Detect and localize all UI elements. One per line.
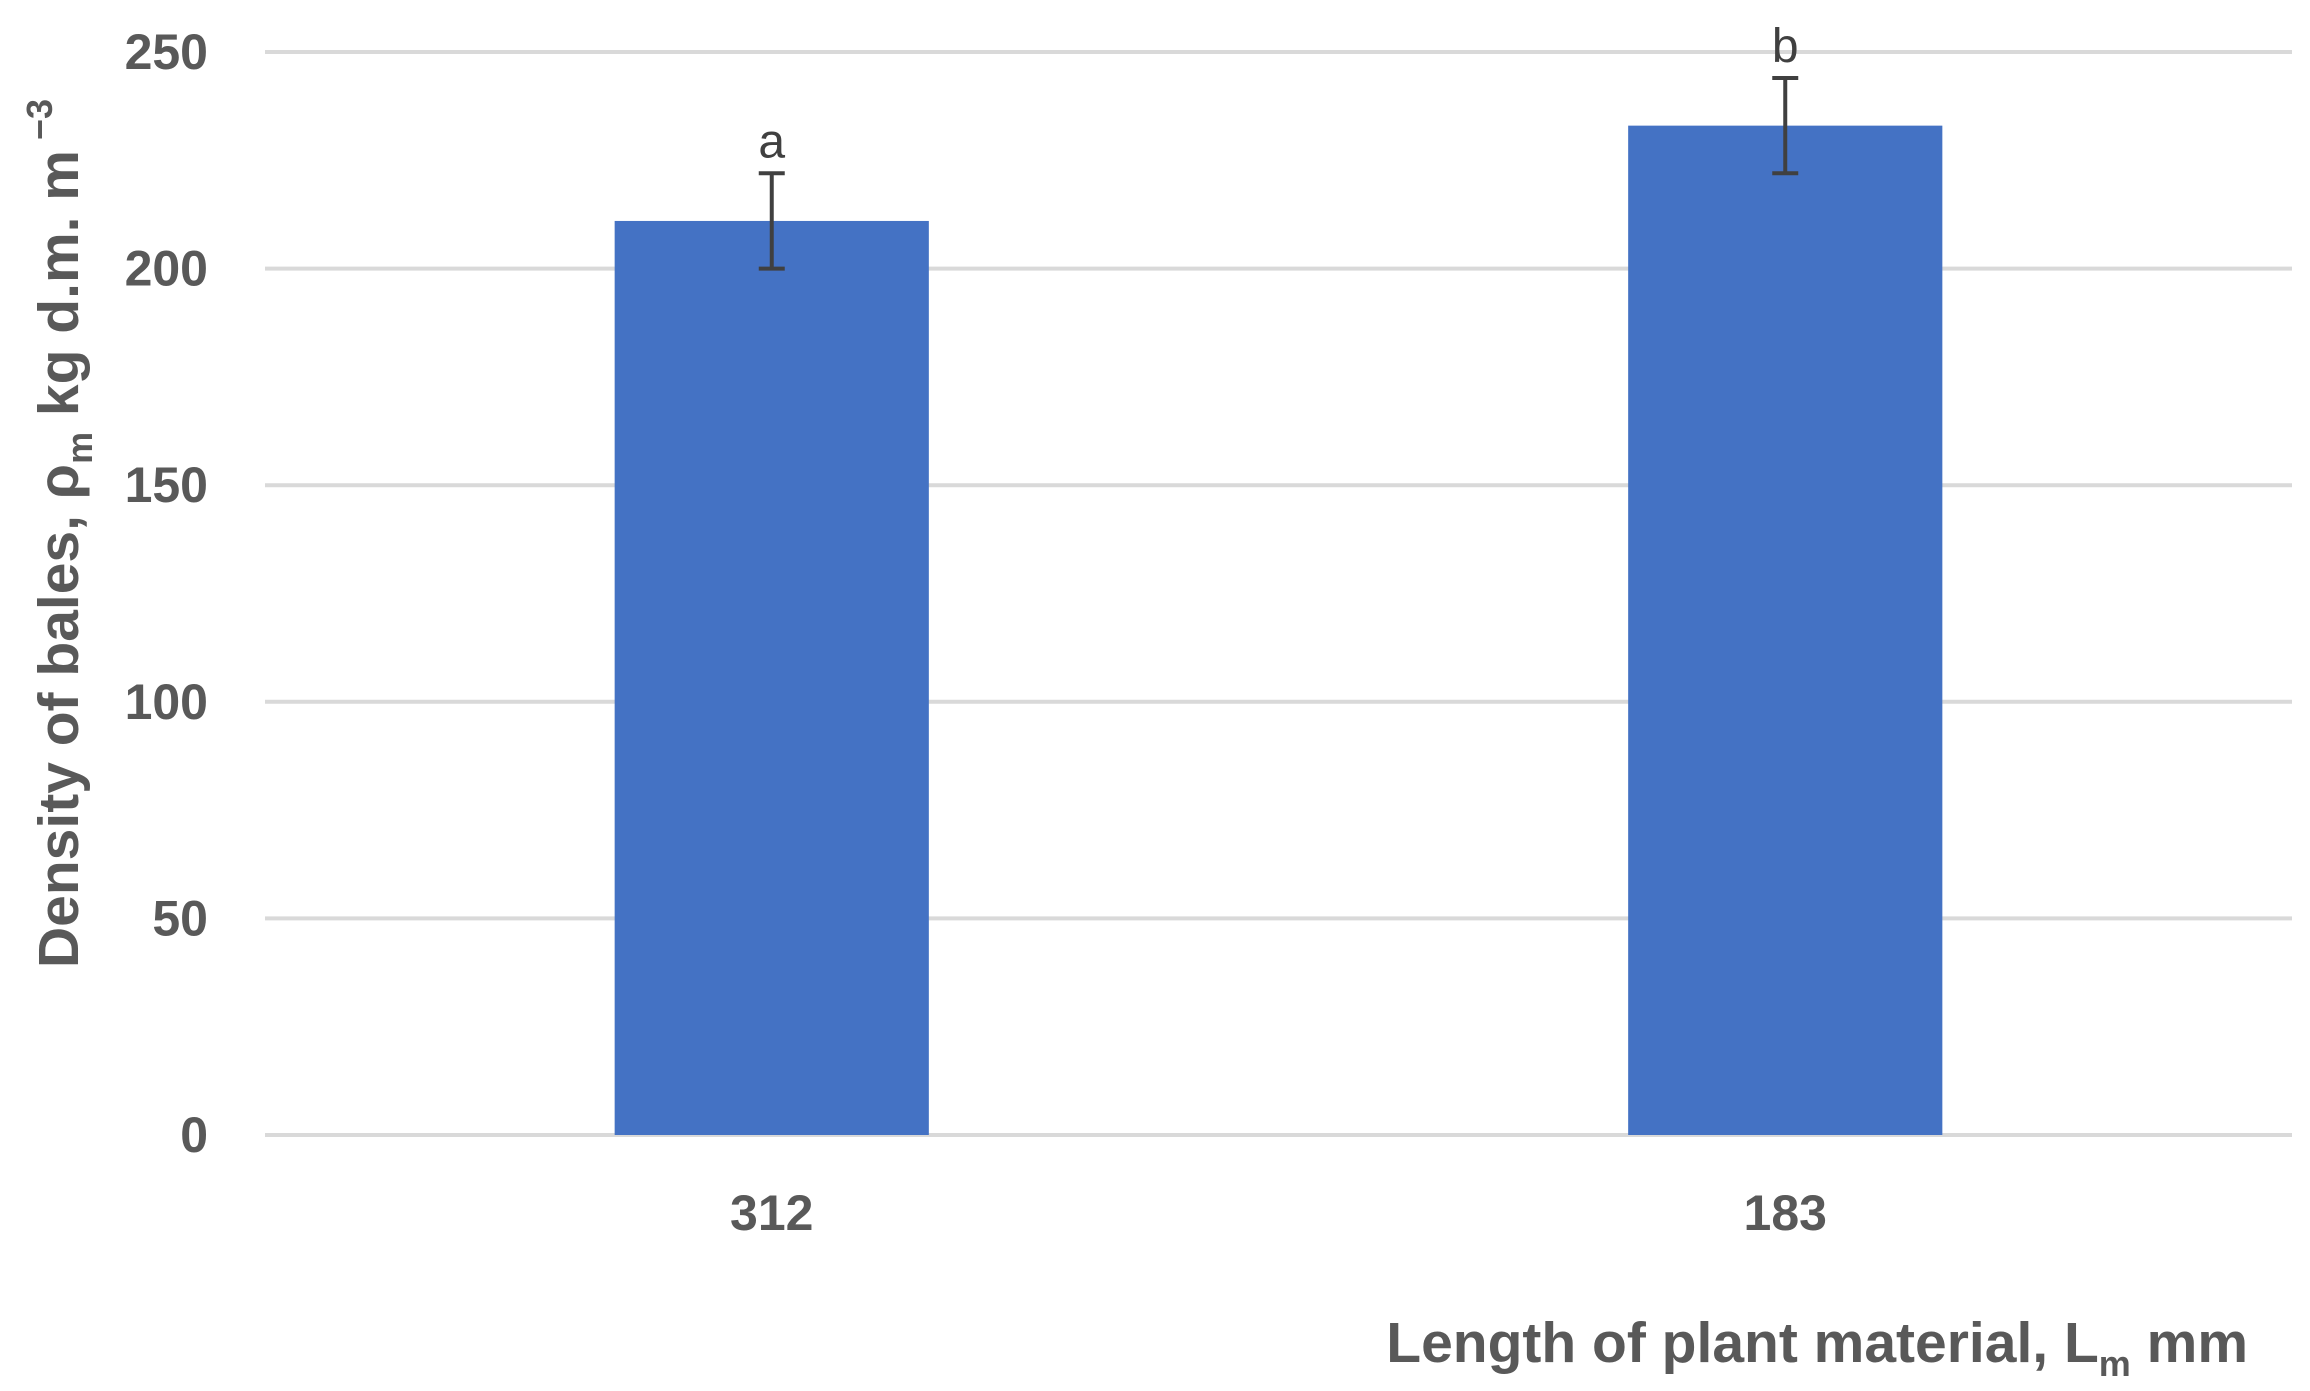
x-tick-label-183: 183	[1744, 1185, 1827, 1241]
y-tick-label-200: 200	[125, 241, 208, 297]
x-axis-ticks: 312 183	[730, 1185, 1827, 1241]
data-label-a: a	[758, 115, 785, 168]
x-tick-label-312: 312	[730, 1185, 813, 1241]
error-bars	[758, 75, 1799, 271]
y-tick-label-150: 150	[125, 457, 208, 513]
y-tick-label-50: 50	[152, 890, 208, 946]
y-tick-label-250: 250	[125, 24, 208, 80]
y-axis-ticks: 0 50 100 150 200 250	[125, 24, 208, 1163]
gridlines	[265, 50, 2292, 1137]
x-axis-title: Length of plant material, Lm mm	[1386, 1311, 2248, 1384]
y-tick-label-100: 100	[125, 674, 208, 730]
error-bar-183	[1772, 75, 1799, 176]
bar-183	[1628, 125, 1943, 1136]
data-labels: ab	[758, 20, 1798, 168]
bars	[614, 125, 1943, 1136]
error-bar-312	[758, 171, 785, 271]
y-tick-label-0: 0	[180, 1107, 208, 1163]
bar-312	[614, 220, 929, 1135]
y-axis-title: Density of bales, ρm kg d.m. m −3	[19, 99, 100, 968]
data-label-b: b	[1772, 20, 1799, 73]
